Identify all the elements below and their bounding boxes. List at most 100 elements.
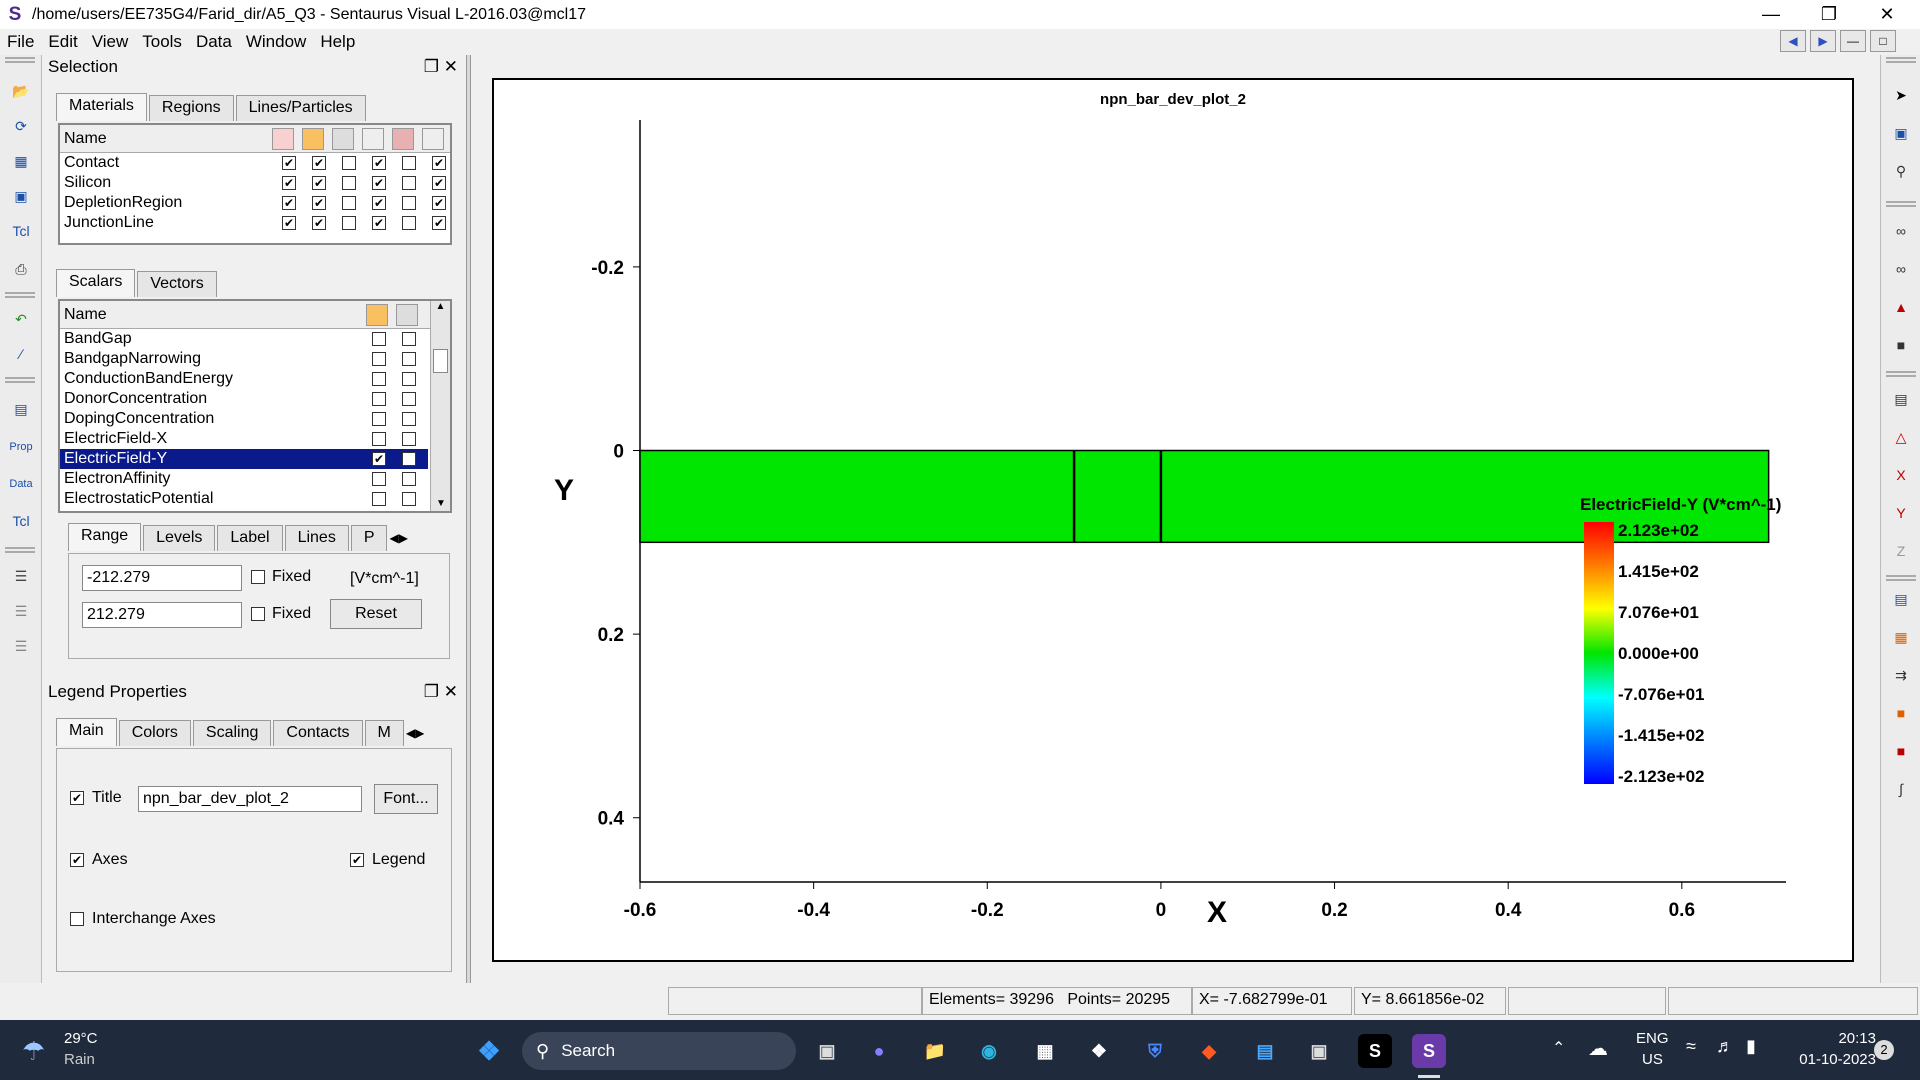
notification-badge[interactable]: 2 <box>1874 1040 1894 1060</box>
teams-icon[interactable]: ● <box>873 1040 885 1061</box>
material-checkbox[interactable]: ✔ <box>312 176 326 190</box>
menu-edit[interactable]: Edit <box>48 32 78 51</box>
plot-canvas[interactable]: npn_bar_dev_plot_2 -0.6 -0.4 -0.2 0 0.2 0.4 0.6… <box>494 80 1852 960</box>
scalar-checkbox[interactable] <box>402 332 416 346</box>
monitor-icon[interactable]: ▤ <box>14 400 28 417</box>
onedrive-icon[interactable]: ☁ <box>1588 1038 1608 1060</box>
material-checkbox[interactable]: ✔ <box>282 176 296 190</box>
scalar-checkbox[interactable] <box>372 472 386 486</box>
security-icon[interactable]: ⛨ <box>1148 1040 1162 1061</box>
undo-icon[interactable]: ↶ <box>15 310 27 327</box>
maximize-plot-icon[interactable]: □ <box>1870 30 1896 52</box>
material-checkbox[interactable]: ✔ <box>282 216 296 230</box>
layout-icon[interactable]: ▦ <box>14 152 28 169</box>
scalar-checkbox[interactable] <box>372 332 386 346</box>
material-checkbox[interactable]: ✔ <box>432 216 446 230</box>
language-eng[interactable]: ENG <box>1636 1030 1669 1047</box>
cut-z-icon[interactable]: Z <box>1896 543 1906 559</box>
probe-icon[interactable]: ▲ <box>1894 299 1908 315</box>
scalar-row[interactable]: ElectricField-X <box>60 429 428 449</box>
tab-lines-particles[interactable]: Lines/Particles <box>235 95 366 121</box>
sentaurus-s-icon[interactable]: S <box>1358 1034 1392 1068</box>
fill-color-icon[interactable] <box>302 128 324 150</box>
outline-icon[interactable] <box>362 128 384 150</box>
weather-icon[interactable]: ☂ <box>22 1036 46 1066</box>
battery-icon[interactable]: ▮ <box>1746 1036 1756 1056</box>
material-checkbox[interactable] <box>402 196 416 210</box>
zoom-icon[interactable]: ⚲ <box>1895 162 1907 179</box>
boundary-icon[interactable] <box>392 128 414 150</box>
material-checkbox[interactable]: ✔ <box>372 216 386 230</box>
dropbox-icon[interactable]: ❖ <box>1090 1040 1108 1061</box>
open-folder-icon[interactable]: 📂 <box>12 82 30 99</box>
contour-fill-icon[interactable] <box>366 304 388 326</box>
clock-date[interactable]: 01-10-2023 <box>1799 1051 1876 1068</box>
scroll-down-icon[interactable]: ▼ <box>436 498 446 509</box>
tab-main[interactable]: Main <box>56 718 117 746</box>
material-checkbox[interactable] <box>402 176 416 190</box>
integrate-icon[interactable]: ∫ <box>1899 781 1903 797</box>
scalar-checkbox[interactable] <box>372 352 386 366</box>
legend-checkbox[interactable]: ✔ <box>350 853 364 867</box>
tab-m[interactable]: M <box>364 720 404 746</box>
scalar-checkbox[interactable] <box>402 412 416 426</box>
tcl-console-icon[interactable]: Tcl <box>12 513 30 529</box>
scalar-checkbox[interactable] <box>372 392 386 406</box>
material-checkbox[interactable]: ✔ <box>432 196 446 210</box>
scroll-up-icon[interactable]: ▲ <box>435 301 446 312</box>
tab-scaling[interactable]: Scaling <box>192 720 272 746</box>
next-arrow-icon[interactable]: ▶ <box>1810 30 1836 52</box>
material-checkbox[interactable]: ✔ <box>372 156 386 170</box>
brave-icon[interactable]: ◆ <box>1202 1040 1216 1061</box>
scalar-checkbox[interactable] <box>402 392 416 406</box>
print-icon[interactable]: ⎙ <box>15 260 27 277</box>
material-checkbox[interactable]: ✔ <box>372 196 386 210</box>
draw-line-icon[interactable]: ∕ <box>19 346 23 362</box>
menu-view[interactable]: View <box>91 32 129 51</box>
menu-data[interactable]: Data <box>195 32 232 51</box>
snapshot-icon[interactable]: ▣ <box>14 187 28 204</box>
language-us[interactable]: US <box>1642 1051 1663 1068</box>
scalar-checkbox[interactable] <box>402 352 416 366</box>
material-checkbox[interactable] <box>402 156 416 170</box>
scalar-checkbox[interactable] <box>372 432 386 446</box>
material-checkbox[interactable] <box>342 156 356 170</box>
xserver-icon[interactable]: ▣ <box>1310 1040 1328 1061</box>
menu-tools[interactable]: Tools <box>142 32 182 51</box>
windows-start-icon[interactable]: ❖ <box>477 1035 501 1066</box>
contour-lines-icon[interactable] <box>396 304 418 326</box>
scalar-checkbox[interactable] <box>402 372 416 386</box>
panel-splitter[interactable] <box>466 55 471 983</box>
material-row[interactable]: Silicon ✔ ✔ ✔ ✔ <box>60 173 450 193</box>
cut-x-icon[interactable]: X <box>1896 467 1906 483</box>
fixed-max-checkbox[interactable] <box>251 607 265 621</box>
gauge-icon[interactable]: ■ <box>1896 337 1906 353</box>
select-cursor-icon[interactable]: ➤ <box>1895 86 1907 103</box>
title-checkbox[interactable]: ✔ <box>70 791 84 805</box>
region-icon[interactable]: ■ <box>1896 743 1906 759</box>
scalar-row[interactable]: DopingConcentration <box>60 409 428 429</box>
material-checkbox[interactable]: ✔ <box>432 156 446 170</box>
tab-regions[interactable]: Regions <box>148 95 234 121</box>
scalar-checkbox[interactable] <box>372 412 386 426</box>
streamline-icon[interactable]: ⇉ <box>1895 666 1907 683</box>
dock-close-icons[interactable]: ❐ ✕ <box>423 682 458 701</box>
grid-icon[interactable] <box>332 128 354 150</box>
dock-close-icons[interactable]: ❐ ✕ <box>423 57 458 76</box>
menu-file[interactable]: File <box>7 32 35 51</box>
scalar-checkbox[interactable] <box>402 492 416 506</box>
tab-colors[interactable]: Colors <box>118 720 191 746</box>
material-checkbox[interactable]: ✔ <box>432 176 446 190</box>
material-checkbox[interactable] <box>342 176 356 190</box>
legend-title-input[interactable] <box>138 786 362 812</box>
menu-window[interactable]: Window <box>245 32 307 51</box>
data-icon[interactable]: Data <box>9 478 33 490</box>
cut-y-icon[interactable]: Y <box>1896 505 1906 521</box>
prev-arrow-icon[interactable]: ◀ <box>1780 30 1806 52</box>
file-explorer-icon[interactable]: 📁 <box>923 1040 947 1061</box>
link-s-icon[interactable]: ∞ <box>1896 261 1906 277</box>
taskbar-search[interactable]: ⚲ Search <box>522 1032 796 1070</box>
tab-levels[interactable]: Levels <box>143 525 216 551</box>
reset-view-icon[interactable]: ▣ <box>1894 124 1908 141</box>
volume-icon[interactable]: ♬ <box>1716 1036 1734 1056</box>
